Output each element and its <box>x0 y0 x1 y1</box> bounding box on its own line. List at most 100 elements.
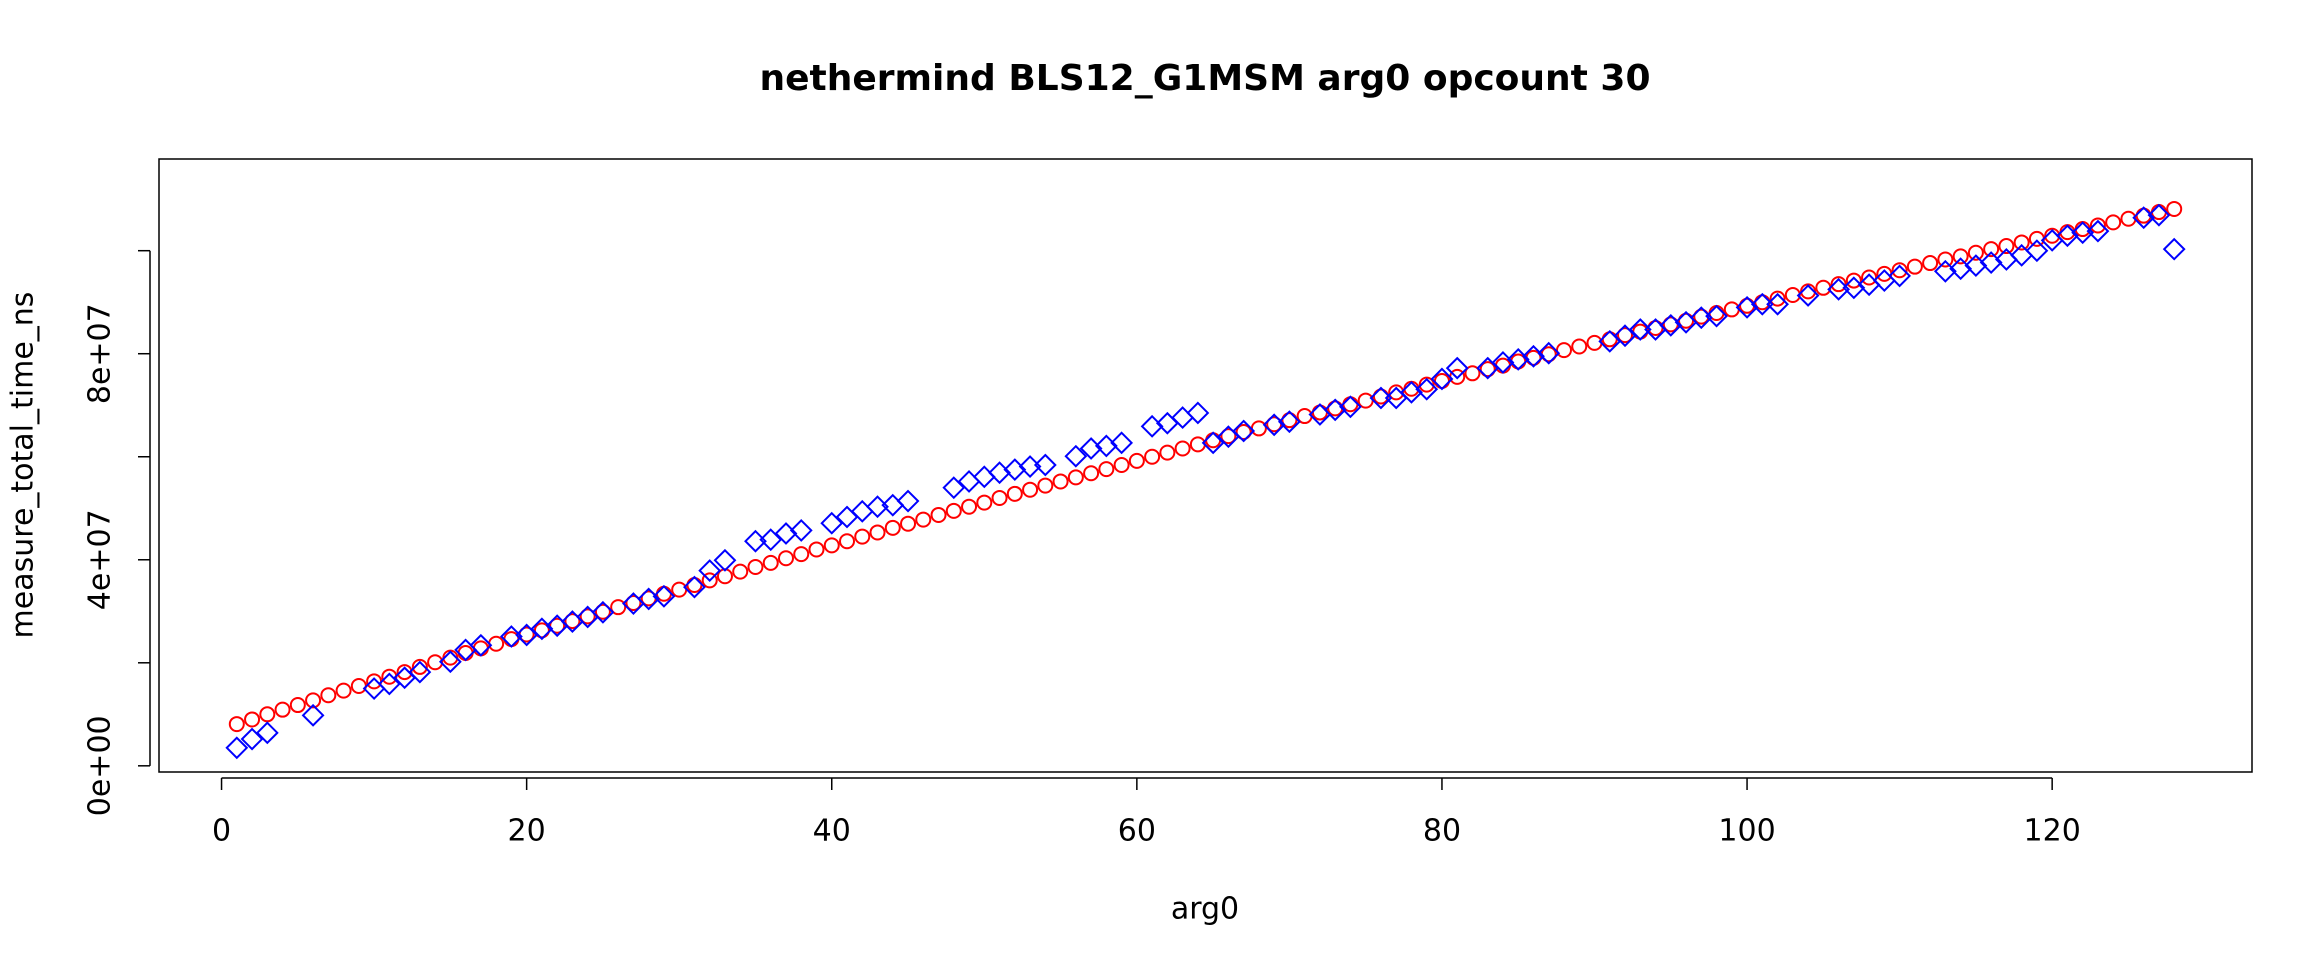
point <box>1937 251 1954 268</box>
point <box>1464 365 1481 382</box>
point <box>961 498 978 515</box>
point <box>1815 279 1832 296</box>
x-tick-label: 60 <box>1118 814 1156 849</box>
plot-frame <box>158 158 2253 773</box>
point <box>289 697 306 714</box>
point <box>1891 262 1908 279</box>
point <box>976 494 993 511</box>
point <box>869 524 886 541</box>
y-tick-label: 8e+07 <box>83 303 118 404</box>
point <box>1250 420 1267 437</box>
point <box>377 672 401 696</box>
point <box>1186 401 1210 425</box>
point <box>896 489 920 513</box>
point <box>652 584 676 608</box>
point <box>1037 477 1054 494</box>
point <box>1750 292 1774 316</box>
point <box>762 554 779 571</box>
x-tick-label: 40 <box>813 814 851 849</box>
point <box>1311 404 1328 421</box>
point <box>255 721 279 745</box>
point <box>2044 227 2061 244</box>
point <box>1052 473 1069 490</box>
point <box>1628 318 1652 341</box>
y-axis-label: measure_total_time_ns <box>6 292 41 639</box>
x-tick-label: 120 <box>2024 814 2081 849</box>
point <box>225 736 249 760</box>
point <box>1098 461 1115 478</box>
point <box>1235 424 1252 441</box>
point <box>2147 203 2171 227</box>
point <box>1189 436 1206 453</box>
point <box>457 645 474 662</box>
point <box>1983 241 2000 258</box>
point <box>564 613 581 630</box>
point <box>1967 244 1984 261</box>
point <box>1281 412 1298 429</box>
point <box>915 511 932 528</box>
point <box>488 635 505 652</box>
point <box>1796 284 1820 307</box>
point <box>1339 395 1362 419</box>
point <box>1006 485 1023 502</box>
point <box>579 608 596 625</box>
point <box>438 650 462 674</box>
point <box>228 716 245 733</box>
point <box>1845 272 1862 289</box>
point <box>686 577 703 594</box>
point <box>671 581 688 598</box>
point <box>1277 410 1301 434</box>
x-tick-label: 0 <box>212 814 231 849</box>
point <box>1479 361 1496 378</box>
point <box>1617 327 1634 344</box>
point <box>1369 386 1393 410</box>
chart-title: nethermind BLS12_G1MSM arg0 opcount 30 <box>759 58 1650 99</box>
point <box>1906 258 1923 275</box>
point <box>732 563 749 580</box>
point <box>366 673 383 690</box>
point <box>274 701 291 718</box>
point <box>1388 384 1405 401</box>
point <box>1876 265 1893 282</box>
point <box>1888 264 1912 288</box>
y-tick-label: 4e+07 <box>83 509 118 610</box>
point <box>991 489 1008 506</box>
point <box>1144 448 1161 465</box>
point <box>1952 248 1969 265</box>
point <box>942 476 966 500</box>
point <box>1357 392 1374 409</box>
point <box>1159 444 1176 461</box>
point <box>1445 356 1469 380</box>
point <box>2105 214 2122 231</box>
point <box>820 511 844 535</box>
point <box>777 550 794 567</box>
point <box>305 692 322 709</box>
point <box>1555 342 1572 359</box>
point <box>1113 456 1130 473</box>
point <box>396 664 413 681</box>
point <box>747 558 764 575</box>
point <box>591 600 615 624</box>
x-tick-label: 20 <box>508 814 546 849</box>
point <box>1174 440 1191 457</box>
point <box>1861 269 1878 286</box>
point <box>2013 234 2030 251</box>
point <box>1232 419 1256 443</box>
point <box>1022 481 1039 498</box>
point <box>1723 301 1740 318</box>
point <box>713 548 737 572</box>
point <box>945 502 962 519</box>
point <box>789 518 813 542</box>
point <box>1067 469 1084 486</box>
point <box>1110 431 1134 455</box>
point <box>244 711 261 728</box>
point <box>1766 292 1789 316</box>
point <box>1128 452 1145 469</box>
point <box>1537 341 1561 365</box>
point <box>1033 453 1057 477</box>
point <box>335 682 352 699</box>
point <box>1586 334 1603 351</box>
point <box>1922 255 1939 272</box>
point <box>472 640 489 657</box>
